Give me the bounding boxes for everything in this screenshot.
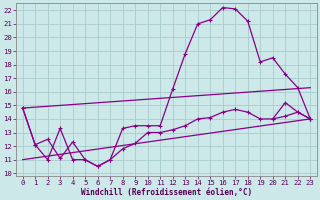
X-axis label: Windchill (Refroidissement éolien,°C): Windchill (Refroidissement éolien,°C) <box>81 188 252 197</box>
